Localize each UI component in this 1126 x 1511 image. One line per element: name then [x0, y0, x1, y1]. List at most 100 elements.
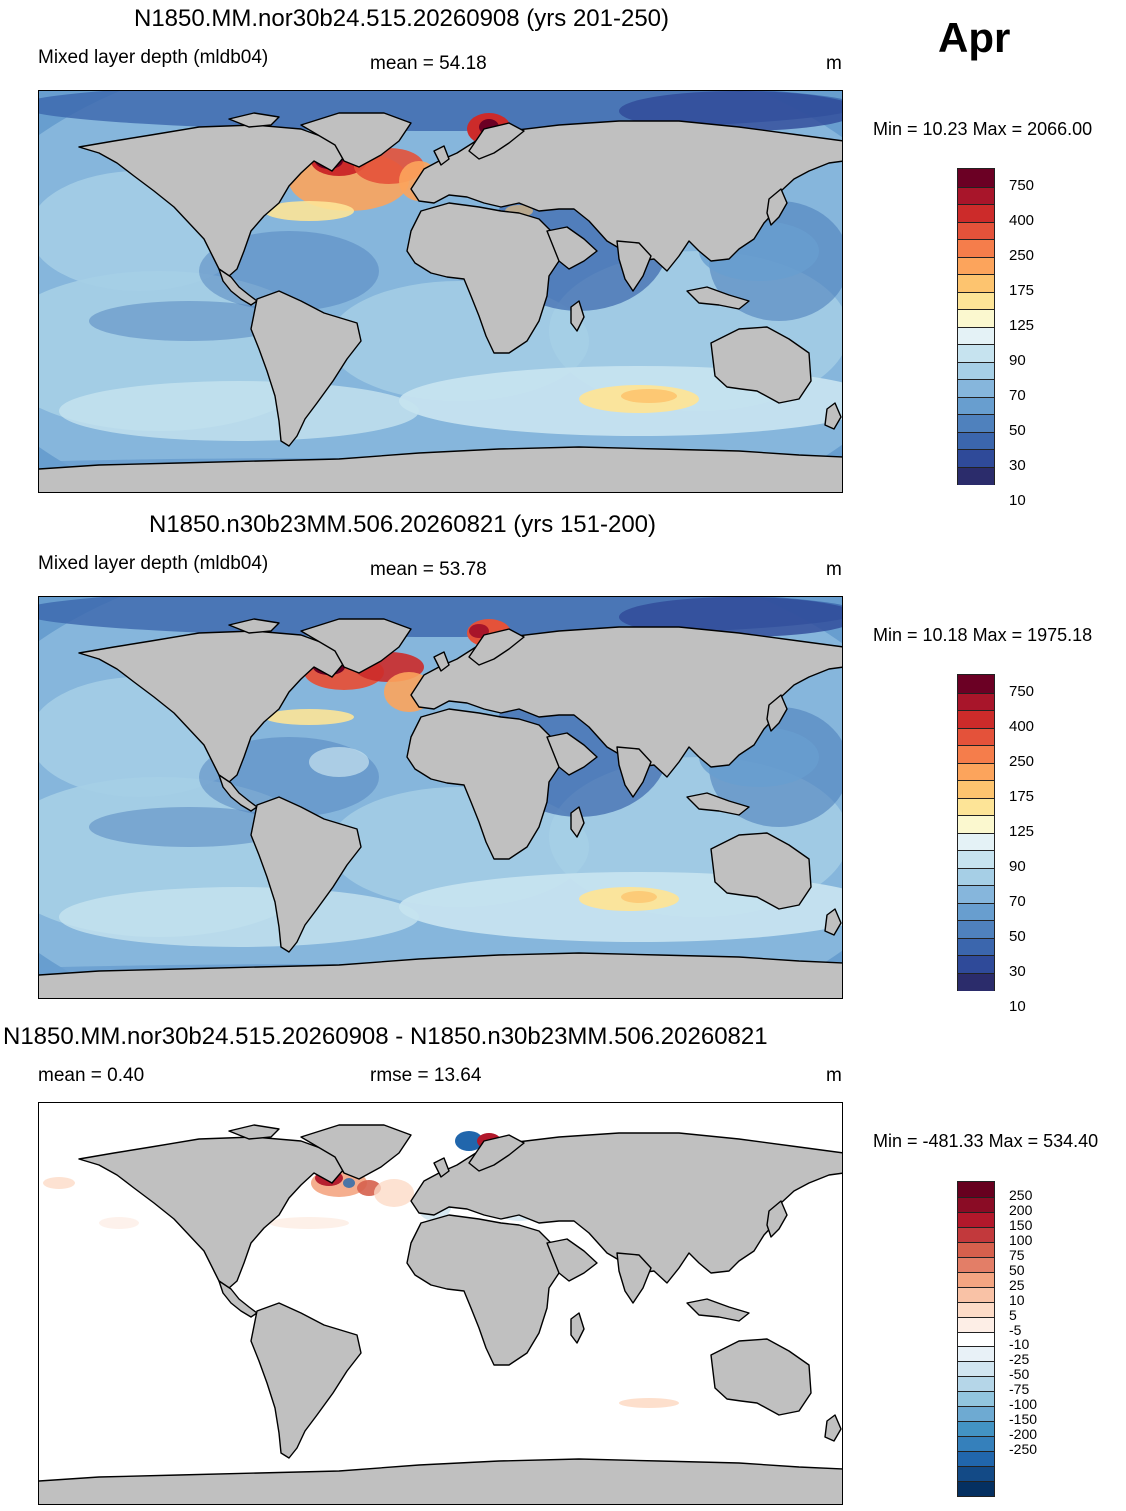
colorbar-swatch — [958, 727, 994, 746]
colorbar-swatch — [958, 745, 994, 763]
panel-2-title: N1850.n30b23MM.506.20260821 (yrs 151-200… — [149, 511, 657, 538]
field-contour — [269, 1217, 349, 1229]
colorbar-swatch — [958, 1301, 994, 1318]
land-japan — [766, 1200, 788, 1238]
land-north-america — [78, 630, 345, 783]
land-se-asia-islands — [686, 1298, 750, 1322]
colorbar-swatch — [958, 1331, 994, 1347]
land-antarctica — [39, 953, 842, 998]
colorbar-separator — [958, 762, 994, 764]
colorbar-swatch — [958, 449, 994, 467]
colorbar-tick-label: 750 — [1009, 682, 1035, 700]
land-madagascar — [570, 806, 585, 838]
land-india — [616, 240, 652, 292]
panel-1-units: m — [826, 53, 842, 74]
colorbar-swatch — [958, 379, 994, 397]
colorbar-tick-label: 25 — [1009, 1276, 1025, 1293]
panel-3-mean: mean = 0.40 — [38, 1065, 145, 1086]
colorbar-separator — [958, 466, 994, 468]
field-contour — [99, 1217, 139, 1229]
field-contour — [621, 389, 677, 403]
colorbar-separator — [958, 937, 994, 939]
colorbar-separator — [958, 309, 994, 310]
colorbar-swatch — [958, 221, 994, 240]
colorbar-separator — [958, 1361, 994, 1363]
colorbar-swatch — [958, 274, 994, 292]
land-greenland — [300, 618, 412, 674]
colorbar-tick-label: 50 — [1009, 1261, 1025, 1278]
colorbar-swatch — [958, 396, 994, 415]
colorbar-frame — [957, 168, 995, 485]
colorbar-separator — [958, 379, 994, 380]
colorbar-separator — [958, 361, 994, 363]
land-india — [616, 746, 652, 798]
colorbar-separator — [958, 1196, 994, 1198]
colorbar-swatch — [958, 1391, 994, 1407]
colorbar-swatch — [958, 902, 994, 921]
colorbar-swatch — [958, 414, 994, 432]
land-greenland — [300, 1124, 412, 1180]
colorbar-swatch — [958, 850, 994, 868]
land-canada-islands — [228, 1124, 280, 1140]
land-arabia — [546, 226, 598, 270]
colorbar-separator — [958, 1286, 994, 1288]
colorbar-swatch — [958, 239, 994, 257]
land-north-america — [78, 124, 345, 277]
colorbar-separator — [958, 1301, 994, 1303]
colorbar-tick-label: 10 — [1009, 491, 1026, 509]
colorbar-swatch — [958, 1211, 994, 1228]
land-australia — [710, 832, 812, 910]
colorbar-swatch — [958, 431, 994, 450]
colorbar-separator — [958, 797, 994, 799]
antarctica-coastline — [39, 952, 842, 976]
field-contour — [264, 709, 354, 725]
panel-2-map — [38, 596, 843, 999]
land-madagascar — [570, 300, 585, 332]
colorbar-separator — [958, 256, 994, 258]
land-british-isles — [433, 145, 450, 166]
colorbar-tick-label: 70 — [1009, 892, 1026, 910]
colorbar-separator — [958, 727, 994, 729]
panel-2-mean: mean = 53.78 — [370, 559, 487, 580]
colorbar-tick-label: 50 — [1009, 421, 1026, 439]
field-contour — [621, 891, 657, 903]
land-canada-islands — [228, 618, 280, 634]
field-contour — [619, 1398, 679, 1408]
land-se-asia-islands — [686, 286, 750, 310]
land-new-zealand — [824, 1414, 842, 1442]
colorbar-separator — [958, 274, 994, 275]
colorbar-tick-label: 125 — [1009, 822, 1035, 840]
land-arabia — [546, 732, 598, 776]
panel-1-variable-label: Mixed layer depth (mldb04) — [38, 47, 269, 68]
land-australia — [710, 1338, 812, 1416]
colorbar-tick-label: 10 — [1009, 1291, 1025, 1308]
colorbar-separator — [958, 902, 994, 904]
colorbar-swatch — [958, 186, 994, 205]
land-scandinavia — [468, 628, 525, 666]
land-australia — [710, 326, 812, 404]
land-south-america — [250, 290, 362, 447]
colorbar-swatch — [958, 937, 994, 956]
colorbar-swatch — [958, 762, 994, 781]
colorbar-tick-label: -25 — [1009, 1351, 1030, 1368]
panel-2-minmax: Min = 10.18 Max = 1975.18 — [873, 625, 1093, 645]
colorbar-separator — [958, 850, 994, 851]
land-africa — [406, 202, 568, 354]
land-central-america — [218, 1280, 258, 1318]
colorbar-tick-label: -150 — [1009, 1411, 1038, 1428]
colorbar-tick-label: -10 — [1009, 1336, 1030, 1353]
field-contour — [309, 747, 369, 777]
colorbar-swatch — [958, 1271, 994, 1288]
colorbar-tick-label: 150 — [1009, 1216, 1033, 1233]
land-south-america — [250, 796, 362, 953]
colorbar-swatch — [958, 1316, 994, 1332]
colorbar-swatch — [958, 972, 994, 991]
colorbar-swatch — [958, 1226, 994, 1243]
panel-1-colorbar: 750 400 250 175 125 90 70 50 30 10 — [957, 168, 1034, 509]
colorbar-separator — [958, 1226, 994, 1228]
colorbar-swatch — [958, 710, 994, 728]
colorbar-frame — [957, 1181, 995, 1497]
colorbar-tick-label: -100 — [1009, 1396, 1038, 1413]
colorbar-tick-label: 250 — [1009, 1186, 1033, 1203]
land-eurasia — [410, 1132, 842, 1284]
